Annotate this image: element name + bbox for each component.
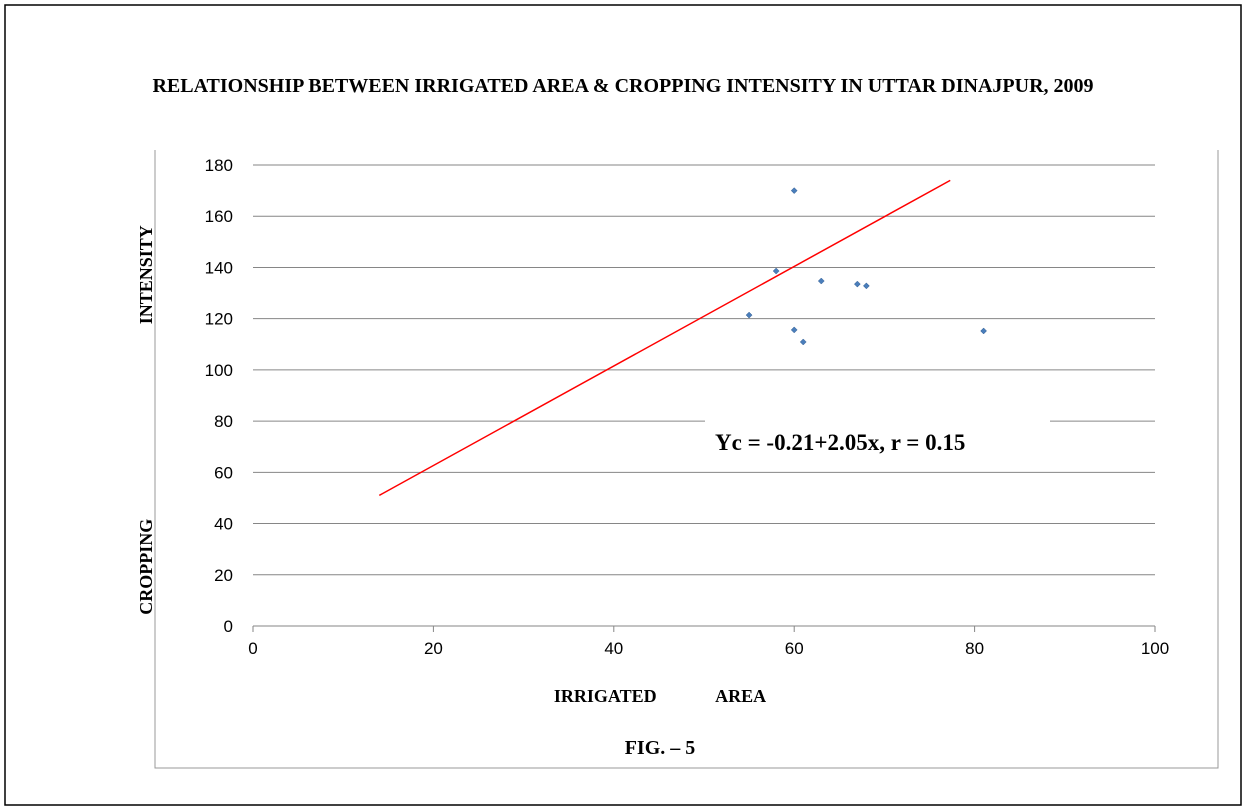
point: [853, 280, 861, 288]
y-tick-label: 180: [205, 156, 233, 175]
x-tick-label: 20: [424, 639, 443, 658]
y-tick-label: 80: [214, 412, 233, 431]
y-axis-label: CROPPING INTENSITY: [136, 225, 156, 615]
annotation-bg: [705, 420, 1050, 456]
chart-title: RELATIONSHIP BETWEEN IRRIGATED AREA & CR…: [152, 75, 1094, 97]
y-tick-label: 20: [214, 566, 233, 585]
y-tick-label: 100: [205, 361, 233, 380]
point: [745, 311, 753, 319]
x-tick-label: 0: [248, 639, 257, 658]
trend-line: [378, 179, 951, 497]
x-axis-label: IRRIGATED AREA: [554, 686, 766, 706]
annotation: Yc = -0.21+2.05x, r = 0.15: [715, 430, 965, 455]
x-tick-label: 40: [604, 639, 623, 658]
point: [799, 338, 807, 346]
point: [790, 187, 798, 194]
point: [790, 326, 798, 334]
outer-border: [4, 4, 1242, 806]
plot: 0 20 40 60 80 100 120 140 160 180 0 20 40 60 80 100 Yc =…: [136, 156, 1169, 759]
x-tick-label: 100: [1141, 639, 1169, 658]
y-tick-label: 160: [205, 207, 233, 226]
x-tick-label: 60: [785, 639, 804, 658]
point: [772, 267, 780, 275]
y-tick-label: 40: [214, 515, 233, 534]
point: [980, 327, 987, 335]
point: [863, 282, 870, 290]
y-tick-label: 60: [214, 463, 233, 482]
x-tick-label: 80: [965, 639, 984, 658]
caption: FIG. – 5: [625, 737, 696, 759]
plot-frame: [154, 150, 1219, 769]
y-tick-label: 0: [224, 617, 233, 636]
point: [817, 277, 825, 285]
y-tick-label: 140: [205, 258, 233, 277]
y-tick-label: 120: [205, 310, 233, 329]
